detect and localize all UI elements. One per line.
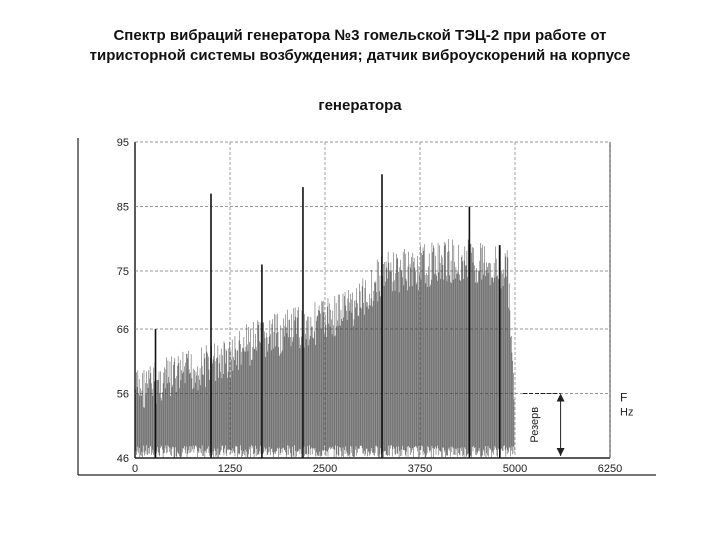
x-tick-label: 3750 [408,463,432,475]
y-tick-label: 75 [117,266,129,278]
y-tick-label: 46 [117,453,129,465]
y-tick-label: 95 [117,137,129,149]
y-tick-label: 85 [117,201,129,213]
x-tick-label: 2500 [313,463,337,475]
y-tick-label: 56 [117,389,129,401]
spectrum-chart-svg: 46 56 66 75 85 95 0 1250 2500 3750 5000 6250 Резерв F… [77,137,656,476]
spectrum-chart: 46 56 66 75 85 95 0 1250 2500 3750 5000 6250 Резерв F… [70,130,660,490]
x-tick-label: 6250 [598,463,622,475]
x-axis-unit-label: F [620,391,627,405]
reserve-arrow-head-up [556,393,565,402]
slide-title: Спектр вибраций генератора №3 гомельской… [40,26,680,116]
x-tick-label: 0 [132,463,138,475]
reserve-label: Резерв [529,407,541,443]
title-line-2: тиристорной системы возбуждения; датчик … [89,47,631,64]
y-tick-label: 66 [117,324,129,336]
x-axis-unit-label-hz: Hz [620,407,633,419]
x-tick-label: 5000 [503,463,527,475]
title-line-1: Спектр вибраций генератора №3 гомельской… [113,27,607,44]
reserve-arrow-head-down [556,448,565,456]
title-line-3: генератора [318,97,402,114]
x-tick-label: 1250 [218,463,242,475]
